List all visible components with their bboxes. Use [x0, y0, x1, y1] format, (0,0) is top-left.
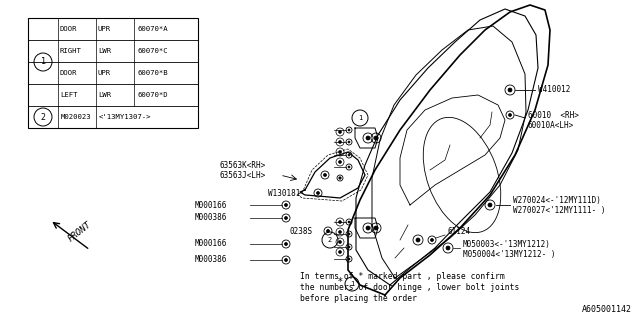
- Text: M050004<'13MY1212- ): M050004<'13MY1212- ): [463, 251, 556, 260]
- Text: W410012: W410012: [538, 85, 570, 94]
- Text: M000386: M000386: [195, 255, 227, 265]
- Text: LWR: LWR: [98, 48, 111, 54]
- Circle shape: [348, 166, 350, 168]
- Text: M000166: M000166: [195, 239, 227, 249]
- Circle shape: [374, 226, 378, 230]
- Circle shape: [285, 217, 287, 220]
- Text: LEFT: LEFT: [60, 92, 77, 98]
- Text: FRONT: FRONT: [67, 220, 93, 244]
- Circle shape: [326, 229, 330, 233]
- Circle shape: [323, 173, 326, 177]
- Text: 60070*B: 60070*B: [137, 70, 168, 76]
- Text: M000166: M000166: [195, 201, 227, 210]
- Text: 60070*C: 60070*C: [137, 48, 168, 54]
- Text: *: *: [338, 277, 342, 287]
- Text: A605001142: A605001142: [582, 305, 632, 314]
- Circle shape: [508, 88, 512, 92]
- Circle shape: [339, 161, 342, 164]
- Circle shape: [339, 241, 342, 244]
- Text: W130181: W130181: [268, 188, 300, 197]
- Circle shape: [416, 238, 420, 242]
- Text: W270024<-'12MY111D): W270024<-'12MY111D): [513, 196, 601, 204]
- Text: 60070*A: 60070*A: [137, 26, 168, 32]
- Circle shape: [348, 129, 350, 131]
- Circle shape: [348, 246, 350, 248]
- Text: 60070*D: 60070*D: [137, 92, 168, 98]
- Text: M020023: M020023: [61, 114, 92, 120]
- Circle shape: [348, 141, 350, 143]
- Circle shape: [366, 136, 370, 140]
- Text: RIGHT: RIGHT: [60, 48, 82, 54]
- Text: before placing the order: before placing the order: [300, 294, 417, 303]
- Text: the numbers of door hinge , lower bolt joints: the numbers of door hinge , lower bolt j…: [300, 283, 520, 292]
- Text: 1: 1: [40, 58, 45, 67]
- Text: DOOR: DOOR: [60, 70, 77, 76]
- Text: 2: 2: [328, 237, 332, 243]
- Text: 61124: 61124: [447, 228, 470, 236]
- Text: W270027<'12MY1111- ): W270027<'12MY1111- ): [513, 206, 605, 215]
- Circle shape: [285, 243, 287, 245]
- Bar: [28, 18, 198, 128]
- Circle shape: [339, 220, 342, 223]
- Circle shape: [348, 233, 350, 235]
- Text: UPR: UPR: [98, 26, 111, 32]
- Text: 63563K<RH>: 63563K<RH>: [220, 161, 266, 170]
- Text: 60010A<LH>: 60010A<LH>: [528, 122, 574, 131]
- Text: UPR: UPR: [98, 70, 111, 76]
- Circle shape: [339, 230, 342, 234]
- Circle shape: [348, 258, 350, 260]
- Text: DOOR: DOOR: [60, 26, 77, 32]
- Circle shape: [285, 204, 287, 206]
- Text: LWR: LWR: [98, 92, 111, 98]
- Circle shape: [431, 238, 433, 242]
- Text: 1: 1: [350, 281, 354, 287]
- Circle shape: [339, 251, 342, 253]
- Circle shape: [317, 191, 319, 195]
- Text: 1: 1: [358, 115, 362, 121]
- Circle shape: [339, 131, 342, 133]
- Circle shape: [285, 259, 287, 261]
- Circle shape: [509, 114, 511, 116]
- Circle shape: [366, 226, 370, 230]
- Circle shape: [446, 246, 450, 250]
- Circle shape: [488, 203, 492, 207]
- Text: <'13MY1307->: <'13MY1307->: [99, 114, 152, 120]
- Text: 63563J<LH>: 63563J<LH>: [220, 172, 266, 180]
- Circle shape: [374, 136, 378, 140]
- Text: M000386: M000386: [195, 213, 227, 222]
- Circle shape: [339, 150, 342, 154]
- Text: M050003<-'13MY1212): M050003<-'13MY1212): [463, 239, 551, 249]
- Circle shape: [339, 140, 342, 143]
- Circle shape: [348, 221, 350, 223]
- Text: In terms of * marked part , please confirm: In terms of * marked part , please confi…: [300, 272, 505, 281]
- Circle shape: [339, 177, 341, 179]
- Circle shape: [348, 154, 350, 156]
- Text: 2: 2: [40, 113, 45, 122]
- Text: 0238S: 0238S: [290, 227, 313, 236]
- Text: 60010  <RH>: 60010 <RH>: [528, 110, 579, 119]
